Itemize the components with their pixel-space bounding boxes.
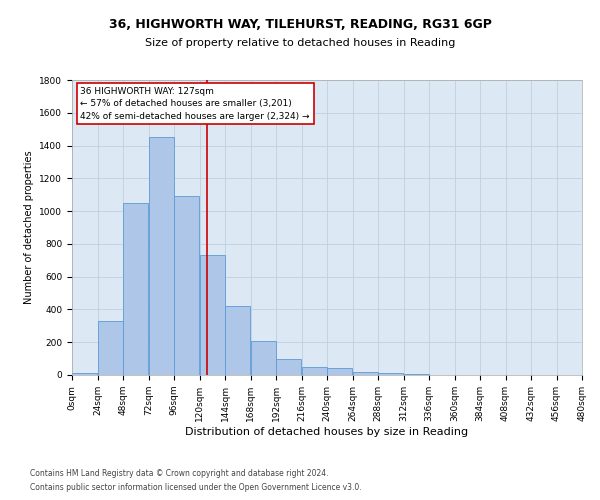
Text: Contains HM Land Registry data © Crown copyright and database right 2024.: Contains HM Land Registry data © Crown c… xyxy=(30,468,329,477)
Bar xyxy=(277,358,301,375)
Bar xyxy=(353,372,377,375)
Bar xyxy=(73,374,97,375)
Y-axis label: Number of detached properties: Number of detached properties xyxy=(24,150,34,304)
Text: 36, HIGHWORTH WAY, TILEHURST, READING, RG31 6GP: 36, HIGHWORTH WAY, TILEHURST, READING, R… xyxy=(109,18,491,30)
Bar xyxy=(200,256,224,375)
Bar xyxy=(124,203,148,375)
Bar xyxy=(379,372,403,375)
Bar xyxy=(98,321,122,375)
Bar xyxy=(149,138,173,375)
Bar xyxy=(251,340,275,375)
Bar xyxy=(404,374,428,375)
Bar xyxy=(302,367,326,375)
Text: Size of property relative to detached houses in Reading: Size of property relative to detached ho… xyxy=(145,38,455,48)
Bar xyxy=(328,368,352,375)
Bar xyxy=(226,306,250,375)
Text: 36 HIGHWORTH WAY: 127sqm
← 57% of detached houses are smaller (3,201)
42% of sem: 36 HIGHWORTH WAY: 127sqm ← 57% of detach… xyxy=(80,86,310,120)
X-axis label: Distribution of detached houses by size in Reading: Distribution of detached houses by size … xyxy=(185,426,469,436)
Text: Contains public sector information licensed under the Open Government Licence v3: Contains public sector information licen… xyxy=(30,484,362,492)
Bar xyxy=(175,196,199,375)
